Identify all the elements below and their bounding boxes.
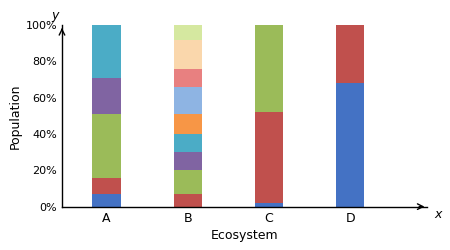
Bar	[92, 114, 121, 178]
Bar	[255, 25, 283, 112]
Bar	[174, 114, 202, 134]
Bar	[255, 203, 283, 207]
Bar	[92, 25, 121, 78]
Bar	[92, 178, 121, 194]
X-axis label: Ecosystem: Ecosystem	[211, 229, 279, 242]
Bar	[92, 78, 121, 114]
Y-axis label: Population: Population	[9, 83, 21, 149]
Bar	[174, 152, 202, 170]
Bar	[92, 194, 121, 207]
Bar	[174, 170, 202, 194]
Bar	[336, 25, 364, 83]
Bar	[336, 83, 364, 207]
Bar	[174, 40, 202, 69]
Text: y: y	[51, 8, 58, 22]
Bar	[174, 69, 202, 87]
Text: x: x	[435, 208, 442, 222]
Bar	[255, 112, 283, 203]
Bar	[174, 87, 202, 114]
Bar	[174, 134, 202, 152]
Bar	[174, 194, 202, 207]
Bar	[174, 25, 202, 40]
